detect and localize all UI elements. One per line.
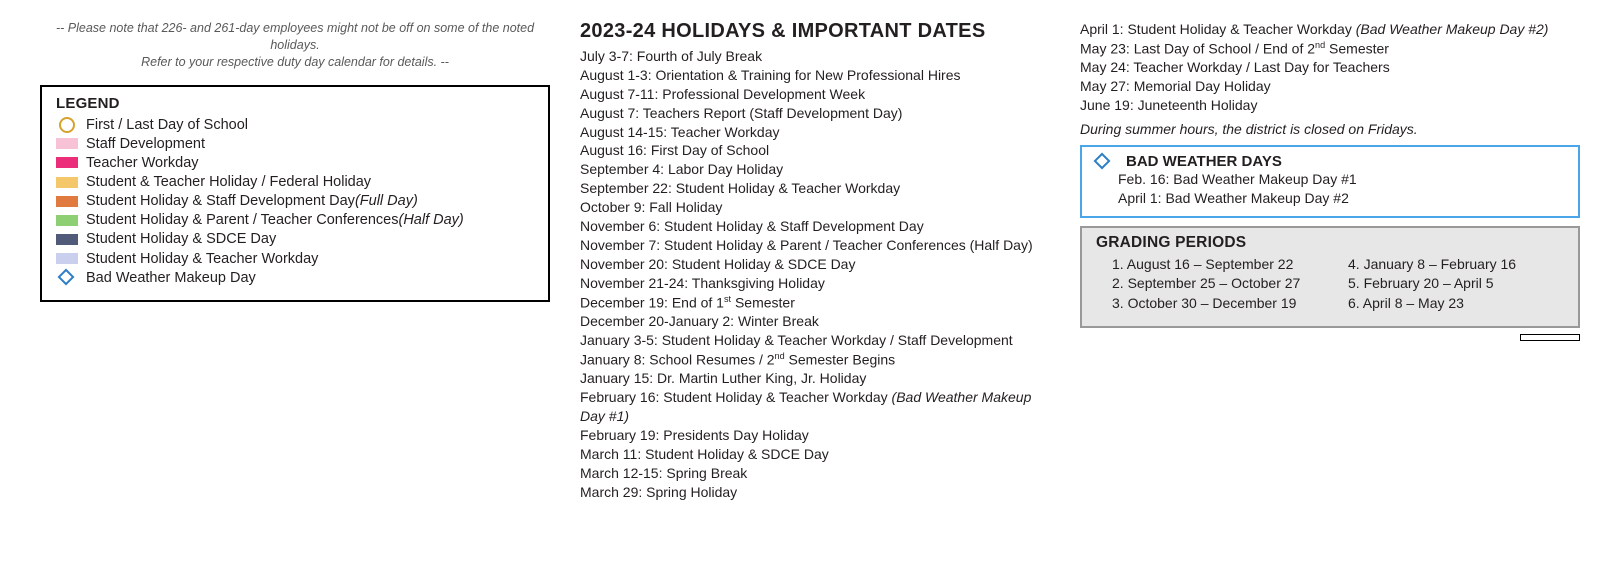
- legend-label: Staff Development: [86, 135, 205, 153]
- legend-swatch: [59, 117, 75, 133]
- date-entry: May 23: Last Day of School / End of 2nd …: [1080, 39, 1580, 59]
- middle-column: 2023-24 HOLIDAYS & IMPORTANT DATES July …: [570, 20, 1070, 502]
- date-entry: October 9: Fall Holiday: [580, 198, 1060, 217]
- legend-swatch: [56, 157, 78, 168]
- legend-label: Student & Teacher Holiday / Federal Holi…: [86, 173, 371, 191]
- grading-item: 2. September 25 – October 27: [1112, 274, 1332, 294]
- grading-title: GRADING PERIODS: [1096, 234, 1568, 252]
- date-entry: January 8: School Resumes / 2nd Semester…: [580, 350, 1060, 370]
- legend-title: LEGEND: [56, 95, 534, 112]
- legend-swatch: [56, 196, 78, 207]
- holiday-list-continued: April 1: Student Holiday & Teacher Workd…: [1080, 20, 1580, 115]
- date-entry: February 19: Presidents Day Holiday: [580, 426, 1060, 445]
- date-entry: March 29: Spring Holiday: [580, 483, 1060, 502]
- legend-swatch: [56, 138, 78, 149]
- date-entry: January 3-5: Student Holiday & Teacher W…: [580, 331, 1060, 350]
- legend-items: First / Last Day of SchoolStaff Developm…: [56, 116, 534, 287]
- date-entry: August 14-15: Teacher Workday: [580, 123, 1060, 142]
- grading-col-2: 4. January 8 – February 165. February 20…: [1332, 255, 1568, 314]
- legend-item: Student Holiday & Teacher Workday: [56, 250, 534, 268]
- date-entry: March 11: Student Holiday & SDCE Day: [580, 445, 1060, 464]
- bad-weather-box: BAD WEATHER DAYS Feb. 16: Bad Weather Ma…: [1080, 145, 1580, 218]
- date-entry: May 24: Teacher Workday / Last Day for T…: [1080, 58, 1580, 77]
- grading-periods-box: GRADING PERIODS 1. August 16 – September…: [1080, 226, 1580, 328]
- legend-swatch: [56, 215, 78, 226]
- date-entry: September 4: Labor Day Holiday: [580, 160, 1060, 179]
- legend-item: Teacher Workday: [56, 154, 534, 172]
- date-entry: November 21-24: Thanksgiving Holiday: [580, 274, 1060, 293]
- legend-label-suffix: (Full Day): [355, 192, 418, 210]
- note-line1: -- Please note that 226- and 261-day emp…: [56, 21, 534, 52]
- date-entry: November 20: Student Holiday & SDCE Day: [580, 255, 1060, 274]
- legend-item: Student Holiday & Staff Development Day …: [56, 192, 534, 210]
- legend-item: Student & Teacher Holiday / Federal Holi…: [56, 173, 534, 191]
- grading-col-1: 1. August 16 – September 222. September …: [1096, 255, 1332, 314]
- legend-box: LEGEND First / Last Day of SchoolStaff D…: [40, 85, 550, 302]
- date-entry: December 20-January 2: Winter Break: [580, 312, 1060, 331]
- corner-mark: [1520, 334, 1580, 341]
- legend-label: Teacher Workday: [86, 154, 199, 172]
- date-entry: August 7: Teachers Report (Staff Develop…: [580, 104, 1060, 123]
- grading-columns: 1. August 16 – September 222. September …: [1096, 255, 1568, 314]
- date-entry: August 1-3: Orientation & Training for N…: [580, 66, 1060, 85]
- bad-weather-header: BAD WEATHER DAYS: [1092, 153, 1568, 170]
- date-entry: November 6: Student Holiday & Staff Deve…: [580, 217, 1060, 236]
- legend-label: First / Last Day of School: [86, 116, 248, 134]
- date-entry: February 16: Student Holiday & Teacher W…: [580, 388, 1060, 426]
- grading-item: 3. October 30 – December 19: [1112, 294, 1332, 314]
- calendar-info-page: -- Please note that 226- and 261-day emp…: [0, 0, 1613, 522]
- legend-swatch: [56, 234, 78, 245]
- legend-label: Student Holiday & Staff Development Day: [86, 192, 355, 210]
- holidays-title: 2023-24 HOLIDAYS & IMPORTANT DATES: [580, 20, 1060, 43]
- date-entry: December 19: End of 1st Semester: [580, 293, 1060, 313]
- legend-item: Bad Weather Makeup Day: [56, 269, 534, 287]
- note-line2: Refer to your respective duty day calend…: [141, 55, 449, 69]
- summer-note: During summer hours, the district is clo…: [1080, 121, 1580, 137]
- bad-weather-list: Feb. 16: Bad Weather Makeup Day #1April …: [1092, 170, 1568, 208]
- legend-item: Staff Development: [56, 135, 534, 153]
- legend-swatch: [56, 270, 78, 286]
- date-entry: November 7: Student Holiday & Parent / T…: [580, 236, 1060, 255]
- date-entry: August 7-11: Professional Development We…: [580, 85, 1060, 104]
- date-entry: April 1: Student Holiday & Teacher Workd…: [1080, 20, 1580, 39]
- bad-weather-title: BAD WEATHER DAYS: [1126, 153, 1282, 170]
- date-entry: January 15: Dr. Martin Luther King, Jr. …: [580, 369, 1060, 388]
- bad-weather-item: Feb. 16: Bad Weather Makeup Day #1: [1118, 170, 1568, 189]
- legend-item: Student Holiday & SDCE Day: [56, 230, 534, 248]
- grading-item: 1. August 16 – September 22: [1112, 255, 1332, 275]
- legend-swatch: [56, 253, 78, 264]
- left-column: -- Please note that 226- and 261-day emp…: [10, 20, 570, 502]
- legend-item: Student Holiday & Parent / Teacher Confe…: [56, 211, 534, 229]
- grading-item: 6. April 8 – May 23: [1348, 294, 1568, 314]
- legend-swatch: [56, 177, 78, 188]
- legend-label: Student Holiday & SDCE Day: [86, 230, 276, 248]
- date-entry: June 19: Juneteenth Holiday: [1080, 96, 1580, 115]
- legend-label: Bad Weather Makeup Day: [86, 269, 256, 287]
- grading-item: 5. February 20 – April 5: [1348, 274, 1568, 294]
- diamond-icon: [1092, 154, 1118, 170]
- date-entry: July 3-7: Fourth of July Break: [580, 47, 1060, 66]
- holiday-list-main: July 3-7: Fourth of July BreakAugust 1-3…: [580, 47, 1060, 502]
- grading-item: 4. January 8 – February 16: [1348, 255, 1568, 275]
- legend-label: Student Holiday & Teacher Workday: [86, 250, 318, 268]
- date-entry: May 27: Memorial Day Holiday: [1080, 77, 1580, 96]
- legend-item: First / Last Day of School: [56, 116, 534, 134]
- bad-weather-item: April 1: Bad Weather Makeup Day #2: [1118, 189, 1568, 208]
- date-entry: August 16: First Day of School: [580, 141, 1060, 160]
- legend-label: Student Holiday & Parent / Teacher Confe…: [86, 211, 398, 229]
- employee-note: -- Please note that 226- and 261-day emp…: [40, 20, 550, 71]
- legend-label-suffix: (Half Day): [398, 211, 463, 229]
- date-entry: March 12-15: Spring Break: [580, 464, 1060, 483]
- right-column: April 1: Student Holiday & Teacher Workd…: [1070, 20, 1590, 502]
- date-entry: September 22: Student Holiday & Teacher …: [580, 179, 1060, 198]
